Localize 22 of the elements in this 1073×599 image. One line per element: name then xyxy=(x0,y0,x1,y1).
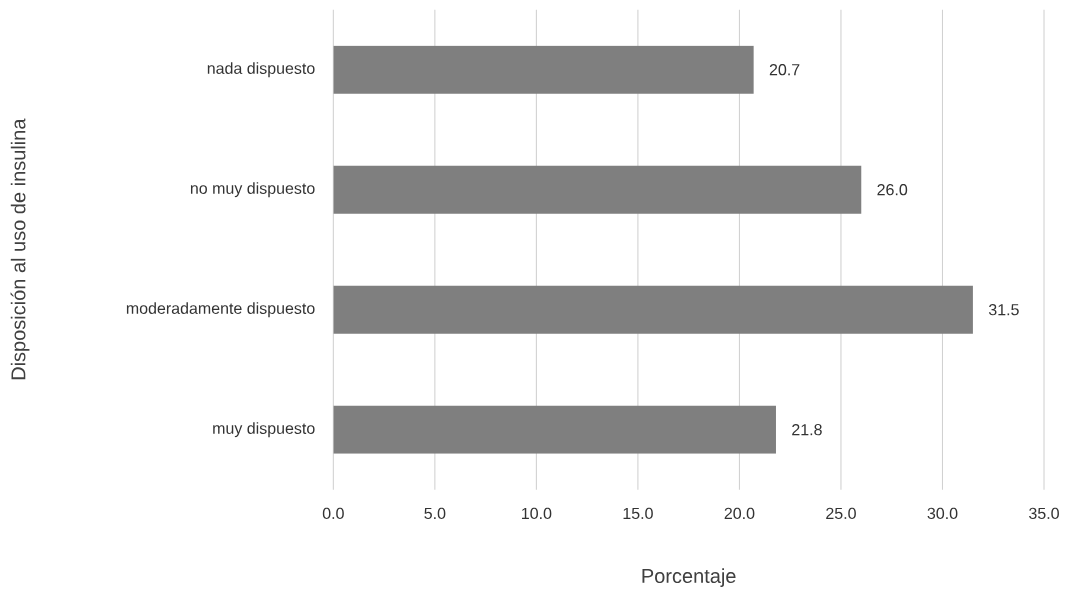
bar xyxy=(333,165,862,214)
x-tick-label: 0.0 xyxy=(322,507,344,520)
x-tick-label: 35.0 xyxy=(1029,507,1059,520)
x-axis-title: Porcentaje xyxy=(642,568,736,587)
x-tick-label: 25.0 xyxy=(826,507,856,520)
bar xyxy=(333,285,973,334)
y-tick-label: no muy dispuesto xyxy=(190,182,315,198)
data-label: 31.5 xyxy=(988,304,1019,316)
y-tick-label: moderadamente dispuesto xyxy=(126,302,315,318)
bar xyxy=(333,405,776,454)
x-tick-label: 5.0 xyxy=(424,507,446,520)
data-label: 21.8 xyxy=(792,424,822,436)
y-axis-title: Disposición al uso de insulina xyxy=(10,118,30,380)
data-label: 20.7 xyxy=(769,64,800,76)
y-tick-label: nada dispuesto xyxy=(207,62,315,78)
x-tick-label: 30.0 xyxy=(927,507,958,520)
bar xyxy=(333,45,754,94)
x-tick-label: 15.0 xyxy=(623,507,653,520)
y-tick-label: muy dispuesto xyxy=(213,422,315,438)
data-label: 26.0 xyxy=(877,184,908,196)
x-tick-label: 20.0 xyxy=(724,507,755,520)
x-tick-label: 10.0 xyxy=(522,507,552,520)
